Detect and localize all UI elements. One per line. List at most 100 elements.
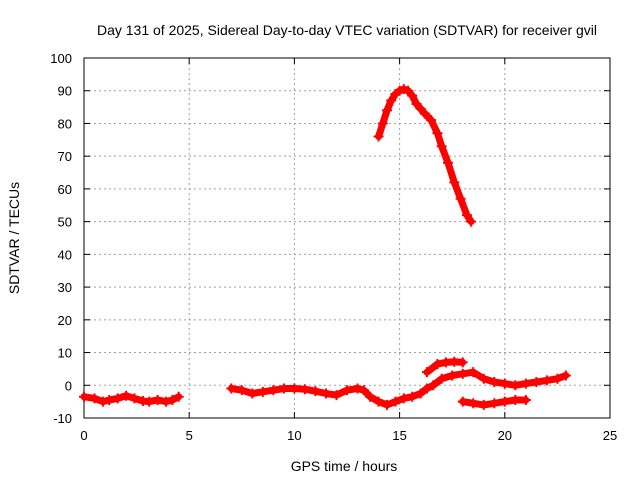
data-point-marker xyxy=(468,398,479,409)
data-point-marker xyxy=(541,375,552,386)
data-point-marker xyxy=(455,193,466,204)
data-point-marker xyxy=(373,131,384,142)
data-point-marker xyxy=(331,390,342,401)
data-point-marker xyxy=(457,396,468,407)
data-point-marker xyxy=(398,393,409,404)
data-point-marker xyxy=(236,385,247,396)
data-point-marker xyxy=(161,396,172,407)
data-point-marker xyxy=(386,95,397,106)
x-tick-label: 0 xyxy=(80,428,87,443)
data-point-marker xyxy=(421,383,432,394)
data-point-marker xyxy=(79,391,89,402)
data-point-marker xyxy=(499,378,510,389)
y-tick-label: 20 xyxy=(58,313,72,328)
y-tick-label: 100 xyxy=(50,51,72,66)
data-point-marker xyxy=(520,395,531,405)
data-point-marker xyxy=(226,383,237,394)
data-point-marker xyxy=(436,141,447,152)
ticks xyxy=(83,57,611,419)
data-point-marker xyxy=(407,391,418,402)
data-point-marker xyxy=(390,396,401,407)
data-point-marker xyxy=(289,383,300,394)
data-point-marker xyxy=(461,210,472,221)
data-point-marker xyxy=(426,115,437,126)
x-axis-label: GPS time / hours xyxy=(291,458,398,474)
data-point-marker xyxy=(320,388,331,399)
data-point-marker xyxy=(373,396,384,407)
data-point-marker xyxy=(310,386,321,397)
data-point-marker xyxy=(466,216,477,227)
data-point-marker xyxy=(257,386,268,397)
y-tick-label: 80 xyxy=(58,116,72,131)
data-point-marker xyxy=(440,357,451,368)
data-point-marker xyxy=(365,391,376,402)
data-point-marker xyxy=(352,383,363,394)
data-point-marker xyxy=(510,395,521,405)
data-point-marker xyxy=(447,370,458,381)
data-point-marker xyxy=(247,388,258,399)
data-point-marker xyxy=(415,388,426,399)
y-axis-label: SDTVAR / TECUs xyxy=(6,182,22,294)
data-point-marker xyxy=(499,396,510,407)
y-tick-label: 70 xyxy=(58,149,72,164)
data-point-marker xyxy=(381,105,392,116)
data-point-marker xyxy=(468,367,479,378)
tick-labels: 0 5 10 15 20 25 -10 0 10 20 30 40 50 60 70 80 90 100 xyxy=(50,51,617,443)
data-point-marker xyxy=(510,380,521,391)
y-tick-label: 60 xyxy=(58,182,72,197)
data-point-marker xyxy=(407,90,418,101)
data-point-marker xyxy=(457,368,468,379)
x-tick-label: 15 xyxy=(392,428,406,443)
chart-title: Day 131 of 2025, Sidereal Day-to-day VTE… xyxy=(97,22,597,38)
data-point-marker xyxy=(478,373,489,384)
data-point-marker xyxy=(457,357,468,368)
data-point-marker xyxy=(520,378,531,389)
data-point-marker xyxy=(478,399,489,410)
data-point-marker xyxy=(489,398,500,409)
x-tick-label: 5 xyxy=(186,428,193,443)
data-point-marker xyxy=(449,177,460,188)
data-point-marker xyxy=(152,395,163,405)
data-point-marker xyxy=(89,393,100,404)
data-point-marker xyxy=(560,370,571,381)
data-point-marker xyxy=(342,385,352,396)
data-point-marker xyxy=(121,390,132,401)
y-tick-label: 0 xyxy=(65,378,72,393)
data-point-marker xyxy=(299,384,310,395)
data-point-marker xyxy=(552,373,563,384)
x-tick-label: 10 xyxy=(287,428,301,443)
data-point-marker xyxy=(421,367,432,378)
data-point-marker xyxy=(432,359,443,369)
y-tick-label: 90 xyxy=(58,84,72,99)
data-point-marker xyxy=(377,118,388,129)
y-tick-label: -10 xyxy=(53,411,72,426)
y-tick-label: 50 xyxy=(58,215,72,230)
data-point-marker xyxy=(97,396,108,407)
data-point-marker xyxy=(428,380,439,391)
data-point-marker xyxy=(104,395,115,405)
data-point-marker xyxy=(531,377,542,387)
data-point-marker xyxy=(449,356,460,367)
grid xyxy=(84,58,610,418)
data-point-marker xyxy=(489,377,500,387)
data-point-marker xyxy=(173,391,184,402)
data-point-marker xyxy=(129,393,140,404)
data-point-marker xyxy=(419,108,430,119)
plot-frame xyxy=(83,57,611,419)
data-point-marker xyxy=(268,385,279,396)
data-point-marker xyxy=(144,396,155,407)
y-tick-label: 30 xyxy=(58,280,72,295)
data-point-marker xyxy=(112,393,123,404)
data-point-marker xyxy=(358,385,369,396)
y-tick-label: 40 xyxy=(58,247,72,262)
data-point-marker xyxy=(278,383,289,394)
x-tick-label: 25 xyxy=(603,428,617,443)
data-point-marker xyxy=(381,399,392,410)
traces xyxy=(79,84,571,410)
data-point-marker xyxy=(432,128,443,139)
data-point-marker xyxy=(436,373,447,384)
y-tick-label: 10 xyxy=(58,346,72,361)
data-point-marker xyxy=(442,157,453,168)
x-tick-label: 20 xyxy=(498,428,512,443)
